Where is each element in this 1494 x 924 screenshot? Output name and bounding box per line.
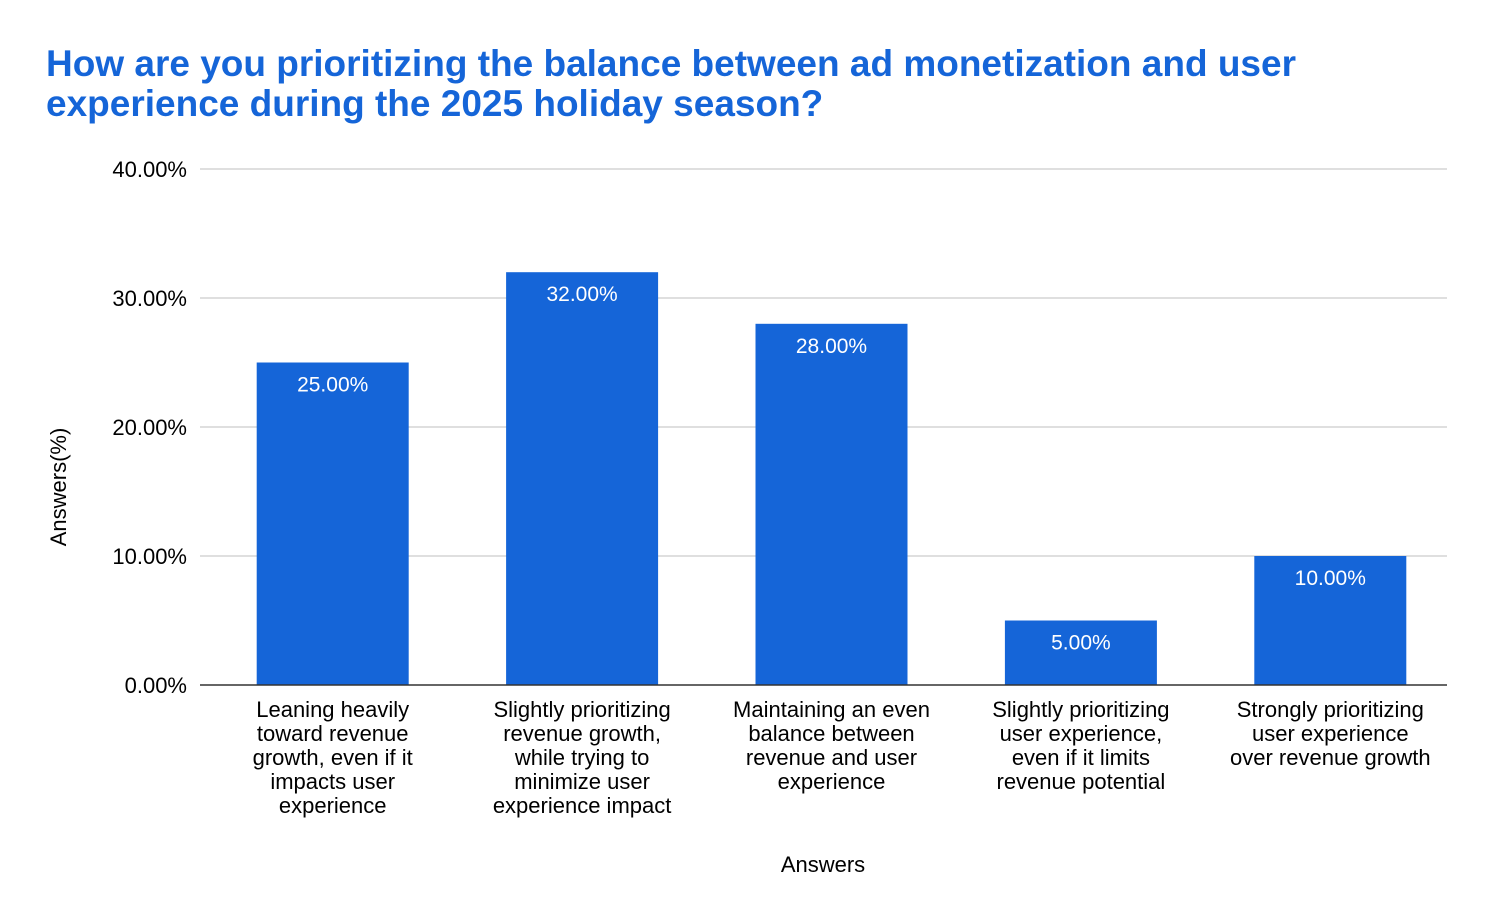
x-tick-label-line: Maintaining an even <box>733 697 930 722</box>
y-tick-label: 10.00% <box>112 544 187 569</box>
y-tick-label: 30.00% <box>112 286 187 311</box>
x-tick-label: Slightly prioritizing user experience, eve… <box>992 697 1169 794</box>
bar-value-label: 25.00% <box>297 374 368 397</box>
bar <box>755 323 908 685</box>
x-tick-label-line: growth, even if it <box>253 745 413 770</box>
x-tick-label-line: toward revenue <box>257 721 409 746</box>
x-tick-label-line: minimize user <box>514 769 650 794</box>
x-tick-label-line: revenue growth, <box>503 721 661 746</box>
bar-value-label: 28.00% <box>796 335 867 358</box>
x-tick-label-line: experience <box>279 793 387 818</box>
x-tick-label-line: user experience, <box>1000 721 1163 746</box>
y-axis-title: Answers(%) <box>46 428 71 547</box>
x-tick-label-line: user experience <box>1252 721 1409 746</box>
x-tick-label-line: Strongly prioritizing <box>1237 697 1424 722</box>
x-tick-label: Strongly prioritizing user experience over… <box>1230 697 1431 770</box>
x-tick-label-line: Slightly prioritizing <box>992 697 1169 722</box>
bar <box>256 362 409 685</box>
bar <box>506 272 659 685</box>
x-tick-label: Maintaining an even balance between revenu… <box>733 697 930 794</box>
y-tick-label: 40.00% <box>112 157 187 182</box>
x-tick-label-line: revenue and user <box>746 745 917 770</box>
y-tick-label: 0.00% <box>125 673 187 698</box>
bar <box>1254 556 1407 685</box>
x-tick-label-line: experience impact <box>493 793 672 818</box>
bars <box>256 272 1407 685</box>
x-axis-title: Answers <box>781 852 865 877</box>
bar-value-label: 10.00% <box>1295 567 1366 590</box>
x-tick-label-line: impacts user <box>270 769 395 794</box>
x-tick-label-line: balance between <box>748 721 914 746</box>
bar-value-label: 5.00% <box>1051 632 1111 655</box>
x-tick-label: Leaning heavily toward revenue growth, eve… <box>253 697 413 818</box>
y-axis-ticks: 0.00% 10.00% 20.00% 30.00% 40.00% <box>112 157 187 698</box>
chart-title: How are you prioritizing the balance bet… <box>46 43 1296 124</box>
x-tick-label-line: experience <box>778 769 886 794</box>
bar-value-label: 32.00% <box>546 283 617 306</box>
x-tick-label-line: revenue potential <box>997 769 1166 794</box>
x-tick-label-line: over revenue growth <box>1230 745 1431 770</box>
x-tick-label-line: while trying to <box>514 745 650 770</box>
x-tick-label-line: Leaning heavily <box>256 697 409 722</box>
x-tick-label: Slightly prioritizing revenue growth, whil… <box>493 697 672 818</box>
data-labels: 25.00% 32.00% 28.00% 5.00% 10.00% <box>297 283 1366 654</box>
x-axis-categories: Leaning heavily toward revenue growth, eve… <box>253 697 1431 818</box>
y-tick-label: 20.00% <box>112 415 187 440</box>
bar <box>1004 620 1157 685</box>
x-tick-label-line: even if it limits <box>1012 745 1150 770</box>
x-tick-label-line: Slightly prioritizing <box>493 697 670 722</box>
